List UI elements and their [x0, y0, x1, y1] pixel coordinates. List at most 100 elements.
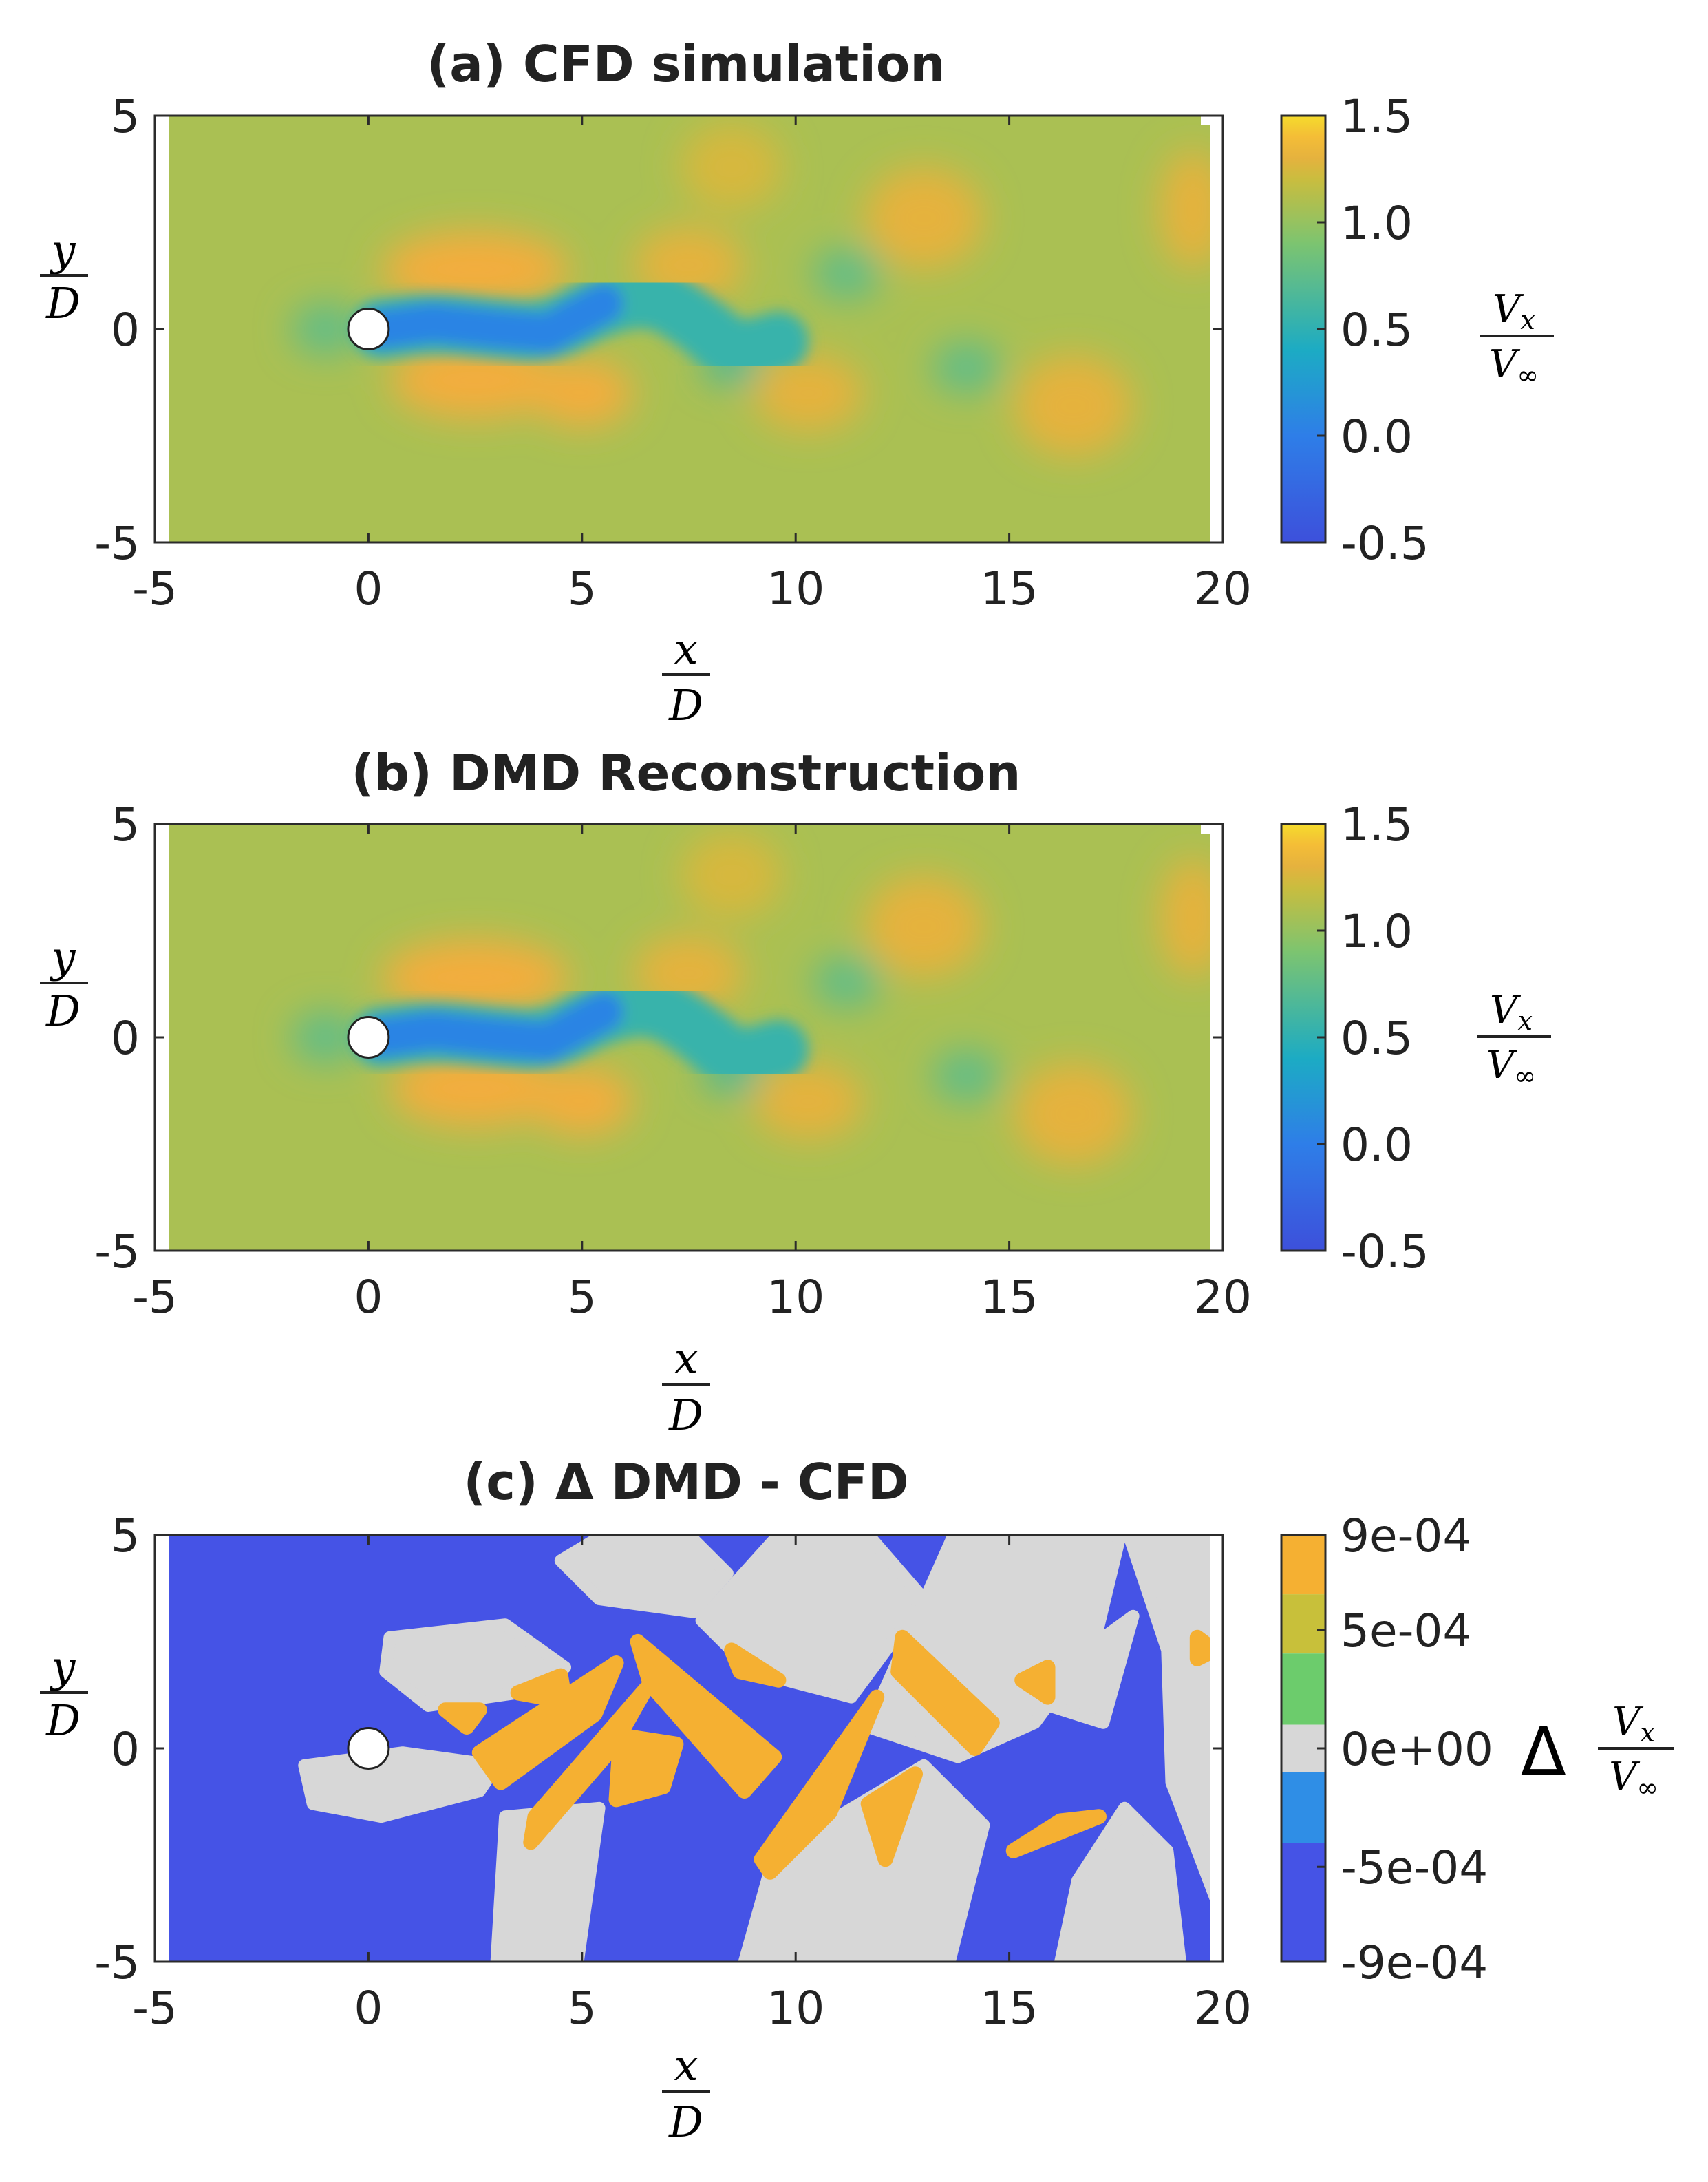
panel-b-colorbar: 1.5 1.0 0.5 0.0 -0.5 Vx V∞	[1280, 798, 1551, 1278]
mesh-notch	[1201, 116, 1212, 125]
velocity-blob-0	[381, 231, 570, 308]
field-blobs	[291, 124, 1210, 457]
panel-c-ticks: -5 0 5 10 15 20 5 0 -5	[94, 1510, 1252, 2035]
panel-a-colorbar-label: Vx V∞	[1480, 287, 1554, 390]
mesh-notch	[1201, 824, 1212, 834]
colorbar-tick-label: 0.0	[1341, 1119, 1413, 1172]
colorbar-tick-label: 1.5	[1341, 90, 1413, 143]
panel-a-cbar-label-num: Vx	[1493, 287, 1535, 335]
colorbar-tick-label: -0.5	[1341, 1225, 1429, 1278]
x-tick-label: 10	[767, 1271, 824, 1324]
positive-region-6	[724, 1642, 787, 1688]
field-regions	[298, 1535, 1210, 1962]
panel-c-colorbar-levels	[1281, 1535, 1325, 1962]
panel-c-colorbar-ticks: 9e-04 5e-04 0e+00 -5e-04 -9e-04	[1317, 1510, 1493, 1989]
panel-b-cbar-label-num: Vx	[1490, 988, 1533, 1036]
velocity-blob-9	[291, 303, 360, 355]
x-tick-label: 10	[767, 1982, 824, 2035]
colorbar-tick-label: 5e-04	[1341, 1604, 1471, 1657]
y-tick-label: 5	[111, 798, 140, 851]
panel-b-colorbar-label: Vx V∞	[1477, 988, 1551, 1091]
cylinder	[347, 1016, 390, 1059]
velocity-blob-6	[1013, 1063, 1133, 1165]
positive-region-3	[523, 1681, 654, 1850]
positive-region-1	[510, 1668, 573, 1709]
velocity-blob-2	[531, 359, 634, 427]
zero-region-3	[554, 1535, 734, 1618]
velocity-blob-5	[864, 167, 984, 270]
panel-a-xlabel-num: x	[674, 624, 698, 674]
velocity-blob-4	[753, 354, 864, 432]
zero-region-8	[1054, 1801, 1186, 1962]
y-tick-label: 0	[111, 1012, 140, 1065]
positive-region-8	[860, 1766, 923, 1867]
positive-region-2	[471, 1655, 624, 1790]
x-tick-label: 5	[568, 1982, 597, 2035]
zero-region-9	[1122, 1535, 1210, 1903]
colorbar-tick-label: 1.5	[1341, 798, 1413, 851]
panel-c-colorbar: 9e-04 5e-04 0e+00 -5e-04 -9e-04 Δ Vx V∞	[1280, 1510, 1674, 1989]
x-tick-label: -5	[132, 1271, 178, 1324]
panel-a-colorbar: 1.5 1.0 0.5 0.0 -0.5 Vx V∞	[1280, 90, 1554, 570]
x-tick-label: 5	[568, 562, 597, 615]
panel-c-field	[169, 1535, 1210, 1962]
y-tick-label: -5	[94, 1225, 140, 1278]
panel-a-ylabel-den: D	[45, 278, 81, 328]
velocity-blob-2	[531, 1067, 634, 1136]
panel-c-xlabel-num: x	[674, 2040, 698, 2090]
y-tick-label: -5	[94, 1936, 140, 1989]
positive-region-7	[754, 1689, 885, 1880]
panel-a-title: (a) CFD simulation	[427, 35, 945, 93]
velocity-blob-4	[753, 1063, 864, 1140]
panel-b-x-axis-label: x D	[662, 1333, 710, 1440]
velocity-blob-7	[1158, 149, 1210, 270]
panel-c-ylabel-den: D	[45, 1695, 81, 1746]
panel-b-field	[169, 824, 1212, 1251]
panel-c-difference: (c) Δ DMD - CFD -5 0 5 10 15 20 5 0 -5 y D x D 9…	[40, 1453, 1674, 2147]
panel-a-field	[169, 116, 1212, 542]
wake-core	[361, 283, 623, 354]
panel-a-y-axis-label: y D	[40, 225, 88, 328]
velocity-blob-0	[381, 939, 570, 1016]
x-tick-label: 0	[354, 562, 383, 615]
panel-b-xlabel-den: D	[668, 1390, 703, 1440]
x-tick-label: 0	[354, 1982, 383, 2035]
velocity-blob-11	[932, 1050, 1001, 1102]
y-tick-label: 0	[111, 304, 140, 357]
panel-a-ticks: -5 0 5 10 15 20 5 0 -5	[94, 90, 1252, 615]
velocity-blob-9	[291, 1011, 360, 1063]
colorbar-tick-label: 9e-04	[1341, 1510, 1471, 1563]
x-tick-label: 20	[1194, 1271, 1252, 1324]
positive-region-9	[890, 1629, 1000, 1756]
panel-b-cbar-label-den: V∞	[1486, 1043, 1536, 1091]
panel-c-cbar-label-num: Vx	[1612, 1699, 1655, 1748]
colorbar-tick-label: 0e+00	[1341, 1723, 1493, 1776]
panel-b-ylabel-den: D	[45, 986, 81, 1036]
y-tick-label: 5	[111, 1510, 140, 1563]
panel-c-y-axis-label: y D	[40, 1642, 88, 1746]
positive-region-10	[1014, 1660, 1056, 1705]
positive-region-11	[1005, 1809, 1107, 1858]
colorbar-tick-label: 0.5	[1341, 1012, 1413, 1065]
velocity-blob-10	[813, 248, 882, 299]
colorbar-level-0	[1281, 1535, 1325, 1595]
x-tick-label: 15	[981, 1271, 1038, 1324]
colorbar-tick-label: 1.0	[1341, 905, 1413, 958]
velocity-blob-8	[680, 124, 783, 210]
field-contours	[291, 832, 1210, 1165]
velocity-blob-11	[932, 341, 1001, 393]
panel-b-dmd-reconstruction: (b) DMD Reconstruction -5 0 5 10 15 20 5 0 -5 y …	[40, 744, 1551, 1440]
positive-region-4	[608, 1728, 684, 1808]
panel-b-colorbar-ticks: 1.5 1.0 0.5 0.0 -0.5	[1317, 798, 1429, 1278]
field-contours	[291, 124, 1210, 457]
velocity-blob-7	[1158, 858, 1210, 978]
colorbar-tick-label: 0.5	[1341, 304, 1413, 357]
cylinder	[347, 1727, 390, 1770]
velocity-blob-10	[813, 956, 882, 1008]
field-blobs	[291, 832, 1210, 1165]
panel-c-cbar-label-den: V∞	[1609, 1755, 1658, 1803]
positive-region-5	[630, 1634, 782, 1799]
velocity-blob-5	[864, 875, 984, 978]
colorbar-level-1	[1281, 1594, 1325, 1654]
panel-c-colorbar-label: Δ Vx V∞	[1521, 1699, 1674, 1803]
